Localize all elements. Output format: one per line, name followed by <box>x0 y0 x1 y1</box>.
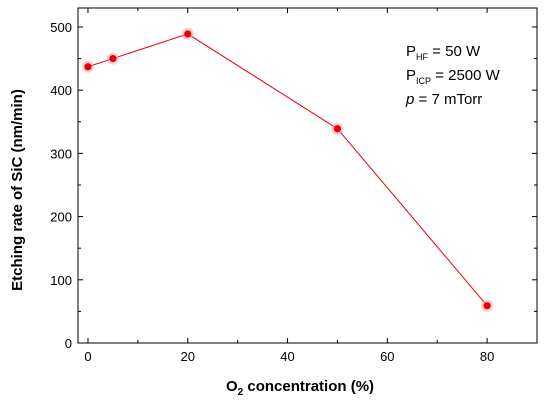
annotation-pressure: p = 7 mTorr <box>405 91 482 108</box>
plot-frame <box>77 7 538 344</box>
x-tick-label: 20 <box>181 349 195 364</box>
data-point <box>109 54 117 63</box>
y-tick-label: 300 <box>50 146 72 161</box>
data-point <box>84 63 92 71</box>
y-tick-label: 400 <box>50 83 72 98</box>
series-points <box>81 27 494 312</box>
x-tick-label: 40 <box>280 349 294 364</box>
annotation-box: PHF = 50 W PICP = 2500 W p = 7 mTorr <box>405 43 501 108</box>
data-point <box>184 30 192 38</box>
y-tick-label: 500 <box>50 20 72 35</box>
y-tick-label: 200 <box>50 210 72 225</box>
series-line <box>87 33 488 307</box>
x-axis-ticks: 0 20 40 60 80 <box>84 8 494 364</box>
y-tick-label: 100 <box>50 273 72 288</box>
data-point <box>483 302 491 310</box>
annotation-hf-power: PHF = 50 W <box>406 43 481 62</box>
annotation-icp-power: PICP = 2500 W <box>406 67 501 86</box>
y-tick-label: 0 <box>65 336 72 351</box>
x-tick-label: 80 <box>480 349 494 364</box>
data-point <box>333 125 342 133</box>
y-axis-title: Etching rate of SiC (nm/min) <box>9 89 26 291</box>
series-lines <box>87 33 488 307</box>
x-axis-title: O2 concentration (%) <box>226 378 374 398</box>
x-tick-label: 60 <box>380 349 394 364</box>
y-axis-ticks: 0 100 200 300 400 500 <box>50 20 537 351</box>
x-tick-label: 0 <box>84 349 91 364</box>
